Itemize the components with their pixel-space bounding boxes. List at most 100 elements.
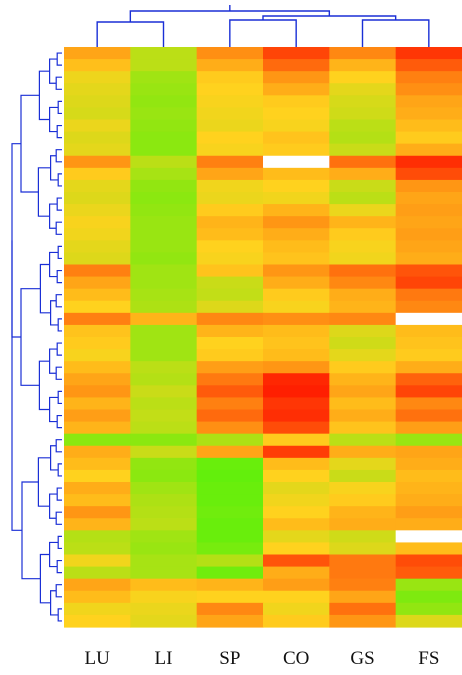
heatmap-cell-lu-3 xyxy=(64,71,131,84)
heatmap-cell-sp-41 xyxy=(196,530,264,544)
heatmap-cell-gs-5 xyxy=(329,95,397,109)
heatmap-cell-sp-12 xyxy=(196,179,264,193)
heatmap-cell-gs-20 xyxy=(329,276,397,290)
heatmap-cell-fs-32 xyxy=(395,421,462,435)
heatmap-cell-gs-8 xyxy=(329,131,397,145)
heatmap-cell-sp-45 xyxy=(196,578,264,592)
heatmap-cell-li-48 xyxy=(130,614,198,628)
row-dendrogram-link-1 xyxy=(56,52,62,66)
heatmap-cell-li-45 xyxy=(130,578,198,592)
heatmap-cell-lu-29 xyxy=(64,385,131,399)
heatmap-cell-fs-1 xyxy=(395,47,462,60)
heatmap-cell-lu-36 xyxy=(64,469,131,483)
row-dendrogram-link-33 xyxy=(49,445,59,471)
heatmap-cell-co-45 xyxy=(263,578,330,592)
column-dendrogram-link-2 xyxy=(229,19,297,47)
heatmap-cell-fs-35 xyxy=(395,457,462,471)
heatmap-cell-co-23 xyxy=(263,312,330,326)
heatmap-cell-co-46 xyxy=(263,590,330,604)
heatmap-cell-lu-15 xyxy=(64,216,131,229)
heatmap-cell-co-9 xyxy=(263,143,330,157)
heatmap-cell-co-12 xyxy=(263,179,330,193)
heatmap-cell-li-7 xyxy=(130,119,198,133)
heatmap-cell-sp-47 xyxy=(196,602,264,616)
heatmap-cell-sp-6 xyxy=(196,107,264,121)
heatmap-cell-gs-45 xyxy=(329,578,397,592)
heatmap-cell-co-8 xyxy=(263,131,330,145)
heatmap-cell-li-19 xyxy=(130,264,198,278)
heatmap-cell-lu-43 xyxy=(64,554,131,568)
heatmap-cell-gs-7 xyxy=(329,119,397,133)
heatmap-cell-li-25 xyxy=(130,337,198,350)
heatmap-cell-li-29 xyxy=(130,385,198,399)
heatmap-cell-gs-48 xyxy=(329,614,397,628)
heatmap-cell-sp-10 xyxy=(196,155,264,169)
heatmap-cell-gs-22 xyxy=(329,300,397,314)
heatmap-cell-sp-20 xyxy=(196,276,264,290)
heatmap-cell-sp-23 xyxy=(196,312,264,326)
heatmap-cells xyxy=(64,47,462,628)
heatmap-cell-co-38 xyxy=(263,494,330,507)
heatmap-cell-fs-23 xyxy=(395,312,462,326)
heatmap-cell-co-7 xyxy=(263,119,330,133)
row-dendrogram-link-43 xyxy=(20,94,40,193)
heatmap-cell-fs-38 xyxy=(395,494,462,507)
heatmap-cell-fs-16 xyxy=(395,228,462,241)
heatmap-cell-li-4 xyxy=(130,83,198,96)
heatmap-cell-co-42 xyxy=(263,542,330,556)
heatmap-cell-gs-29 xyxy=(329,385,397,399)
row-dendrogram-link-46 xyxy=(11,143,21,338)
heatmap-cell-lu-8 xyxy=(64,131,131,145)
heatmap-cell-li-11 xyxy=(130,167,198,181)
row-dendrogram-link-8 xyxy=(55,221,62,235)
heatmap-cell-lu-27 xyxy=(64,361,131,374)
heatmap-cell-lu-33 xyxy=(64,433,131,447)
heatmap-cell-lu-2 xyxy=(64,59,131,72)
heatmap-cell-lu-5 xyxy=(64,95,131,109)
heatmap-cell-sp-42 xyxy=(196,542,264,556)
heatmap-cell-co-44 xyxy=(263,566,330,580)
heatmap-cell-sp-48 xyxy=(196,614,264,628)
heatmap-cell-sp-39 xyxy=(196,506,264,519)
heatmap-cell-gs-36 xyxy=(329,469,397,483)
heatmap-cell-li-5 xyxy=(130,95,198,109)
heatmap-cell-lu-24 xyxy=(64,324,131,338)
heatmap-cell-sp-15 xyxy=(196,216,264,229)
heatmap-cell-co-37 xyxy=(263,482,330,495)
heatmap-cell-sp-35 xyxy=(196,457,264,471)
heatmap-cell-fs-39 xyxy=(395,506,462,519)
column-label-co: CO xyxy=(283,648,309,669)
heatmap-cell-co-32 xyxy=(263,421,330,435)
heatmap-cell-fs-27 xyxy=(395,361,462,374)
heatmap-cell-lu-19 xyxy=(64,264,131,278)
heatmap-cell-li-31 xyxy=(130,409,198,423)
heatmap-cell-co-18 xyxy=(263,252,330,266)
heatmap-cell-li-46 xyxy=(130,590,198,604)
heatmap-cell-lu-12 xyxy=(64,179,131,193)
heatmap-cell-li-42 xyxy=(130,542,198,556)
heatmap-cell-lu-42 xyxy=(64,542,131,556)
heatmap-cell-co-39 xyxy=(263,506,330,519)
row-dendrogram-link-38 xyxy=(37,167,51,217)
heatmap-cell-fs-6 xyxy=(395,107,462,121)
row-dendrogram-link-9 xyxy=(57,245,62,260)
heatmap-cell-li-40 xyxy=(130,518,198,531)
row-dendrogram-link-17 xyxy=(55,439,62,453)
heatmap-cell-fs-40 xyxy=(395,518,462,531)
heatmap-cell-co-31 xyxy=(263,409,330,423)
heatmap-cell-li-33 xyxy=(130,433,198,447)
heatmap-cell-sp-2 xyxy=(196,59,264,72)
column-label-fs: FS xyxy=(418,648,439,669)
heatmap-cell-sp-11 xyxy=(196,167,264,181)
heatmap-cell-co-24 xyxy=(263,324,330,338)
heatmap-cell-li-22 xyxy=(130,300,198,314)
heatmap-cell-li-44 xyxy=(130,566,198,580)
heatmap-cell-lu-37 xyxy=(64,482,131,495)
heatmap-cell-fs-4 xyxy=(395,83,462,96)
heatmap-cell-fs-28 xyxy=(395,373,462,386)
heatmap-cell-sp-38 xyxy=(196,494,264,507)
heatmap-cell-gs-24 xyxy=(329,324,397,338)
heatmap-cell-lu-30 xyxy=(64,397,131,411)
heatmap-cell-fs-5 xyxy=(395,95,462,109)
heatmap-cell-lu-31 xyxy=(64,409,131,423)
